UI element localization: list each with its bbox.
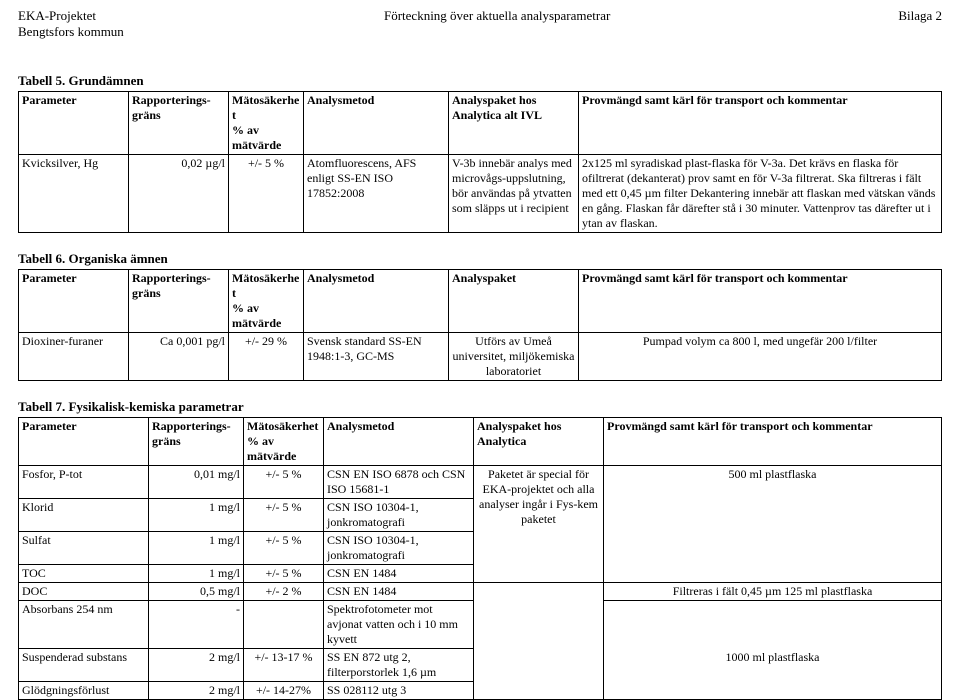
table-row: Dioxiner-furaner Ca 0,001 pg/l +/- 29 % … xyxy=(19,333,942,381)
cell-paket: V-3b innebär analys med microvågs-uppslu… xyxy=(449,154,579,232)
cell-paket-merged: Paketet är special för EKA-projektet och… xyxy=(474,466,604,583)
col-rapportering: Rapporterings-gräns xyxy=(129,91,229,154)
cell-oss: +/- 5 % xyxy=(244,499,324,532)
cell-rapp: 1 mg/l xyxy=(149,565,244,583)
cell-rapp: 2 mg/l xyxy=(149,682,244,700)
cell-oss: +/- 5 % xyxy=(244,466,324,499)
cell-oss: +/- 14-27% xyxy=(244,682,324,700)
cell-metod: CSN EN ISO 6878 och CSN ISO 15681-1 xyxy=(324,466,474,499)
cell-oss: +/- 5 % xyxy=(229,154,304,232)
col-analyspaket: Analyspaket hos Analytica xyxy=(474,418,604,466)
cell-param: Glödgningsförlust xyxy=(19,682,149,700)
cell-rapp: - xyxy=(149,601,244,649)
cell-oss: +/- 29 % xyxy=(229,333,304,381)
cell-oss: +/- 2 % xyxy=(244,583,324,601)
cell-rapp: 1 mg/l xyxy=(149,499,244,532)
cell-paket-empty xyxy=(474,601,604,649)
header-right: Bilaga 2 xyxy=(898,8,942,24)
col-analyspaket: Analyspaket xyxy=(449,270,579,333)
col-provmangd: Provmängd samt kärl för transport och ko… xyxy=(579,270,942,333)
col-matosakerhet: Mätosäkerhet % av mätvärde xyxy=(229,270,304,333)
col-analyspaket: Analyspaket hos Analytica alt IVL xyxy=(449,91,579,154)
cell-param: Kvicksilver, Hg xyxy=(19,154,129,232)
cell-rapp: Ca 0,001 pg/l xyxy=(129,333,229,381)
cell-prov-doc: Filtreras i fält 0,45 µm 125 ml plastfla… xyxy=(604,583,942,601)
page: EKA-Projektet Förteckning över aktuella … xyxy=(0,0,960,654)
col-matosakerhet: Mätosäkerhet % av mätvärde xyxy=(229,91,304,154)
col-analysmetod: Analysmetod xyxy=(324,418,474,466)
cell-metod: Svensk standard SS-EN 1948:1-3, GC-MS xyxy=(304,333,449,381)
cell-metod: CSN EN 1484 xyxy=(324,583,474,601)
cell-oss: +/- 5 % xyxy=(244,565,324,583)
col-rapportering: Rapporterings- gräns xyxy=(129,270,229,333)
cell-param: TOC xyxy=(19,565,149,583)
page-header: EKA-Projektet Förteckning över aktuella … xyxy=(18,8,942,24)
cell-param: DOC xyxy=(19,583,149,601)
col-analysmetod: Analysmetod xyxy=(304,270,449,333)
cell-prov-500: 500 ml plastflaska xyxy=(604,466,942,583)
cell-prov: 2x125 ml syradiskad plast-flaska för V-3… xyxy=(579,154,942,232)
cell-param: Absorbans 254 nm xyxy=(19,601,149,649)
cell-rapp: 0,02 µg/l xyxy=(129,154,229,232)
header-center: Förteckning över aktuella analysparametr… xyxy=(96,8,898,24)
col-provmangd: Provmängd samt kärl för transport och ko… xyxy=(579,91,942,154)
table6-title: Tabell 6. Organiska ämnen xyxy=(18,251,942,267)
cell-paket-empty xyxy=(474,682,604,700)
cell-prov-empty xyxy=(604,682,942,700)
table-row: Fosfor, P-tot 0,01 mg/l +/- 5 % CSN EN I… xyxy=(19,466,942,499)
table7: Parameter Rapporterings- gräns Mätosäker… xyxy=(18,417,942,700)
table5-title: Tabell 5. Grundämnen xyxy=(18,73,942,89)
table-row: Kvicksilver, Hg 0,02 µg/l +/- 5 % Atomfl… xyxy=(19,154,942,232)
cell-rapp: 1 mg/l xyxy=(149,532,244,565)
col-parameter: Parameter xyxy=(19,418,149,466)
cell-param: Klorid xyxy=(19,499,149,532)
table-row: DOC 0,5 mg/l +/- 2 % CSN EN 1484 Filtrer… xyxy=(19,583,942,601)
table6: Parameter Rapporterings- gräns Mätosäker… xyxy=(18,269,942,381)
col-rapportering: Rapporterings- gräns xyxy=(149,418,244,466)
cell-rapp: 0,01 mg/l xyxy=(149,466,244,499)
cell-oss xyxy=(244,601,324,649)
header-subtitle: Bengtsfors kommun xyxy=(18,24,942,40)
cell-paket: Utförs av Umeå universitet, miljökemiska… xyxy=(449,333,579,381)
cell-metod: SS 028112 utg 3 xyxy=(324,682,474,700)
col-parameter: Parameter xyxy=(19,91,129,154)
table-row: Absorbans 254 nm - Spektrofotometer mot … xyxy=(19,601,942,649)
col-parameter: Parameter xyxy=(19,270,129,333)
col-matosakerhet: Mätosäkerhet % av mätvärde xyxy=(244,418,324,466)
table-header-row: Parameter Rapporterings- gräns Mätosäker… xyxy=(19,270,942,333)
cell-paket-empty xyxy=(474,583,604,601)
col-provmangd: Provmängd samt kärl för transport och ko… xyxy=(604,418,942,466)
cell-param: Fosfor, P-tot xyxy=(19,466,149,499)
cell-prov-empty xyxy=(604,601,942,649)
table-row: Glödgningsförlust 2 mg/l +/- 14-27% SS 0… xyxy=(19,682,942,700)
cell-metod: Spektrofotometer mot avjonat vatten och … xyxy=(324,601,474,649)
cell-metod: CSN EN 1484 xyxy=(324,565,474,583)
cell-prov: Pumpad volym ca 800 l, med ungefär 200 l… xyxy=(579,333,942,381)
cell-metod: CSN ISO 10304-1, jonkromatografi xyxy=(324,499,474,532)
cell-metod: Atomfluorescens, AFS enligt SS-EN ISO 17… xyxy=(304,154,449,232)
table5: Parameter Rapporterings-gräns Mätosäkerh… xyxy=(18,91,942,233)
cell-rapp: 0,5 mg/l xyxy=(149,583,244,601)
col-analysmetod: Analysmetod xyxy=(304,91,449,154)
cell-param: Dioxiner-furaner xyxy=(19,333,129,381)
table-header-row: Parameter Rapporterings- gräns Mätosäker… xyxy=(19,418,942,466)
cell-oss: +/- 5 % xyxy=(244,532,324,565)
header-project: EKA-Projektet xyxy=(18,8,96,24)
table-header-row: Parameter Rapporterings-gräns Mätosäkerh… xyxy=(19,91,942,154)
table7-title: Tabell 7. Fysikalisk-kemiska parametrar xyxy=(18,399,942,415)
cell-param: Sulfat xyxy=(19,532,149,565)
cell-metod: CSN ISO 10304-1, jonkromatografi xyxy=(324,532,474,565)
